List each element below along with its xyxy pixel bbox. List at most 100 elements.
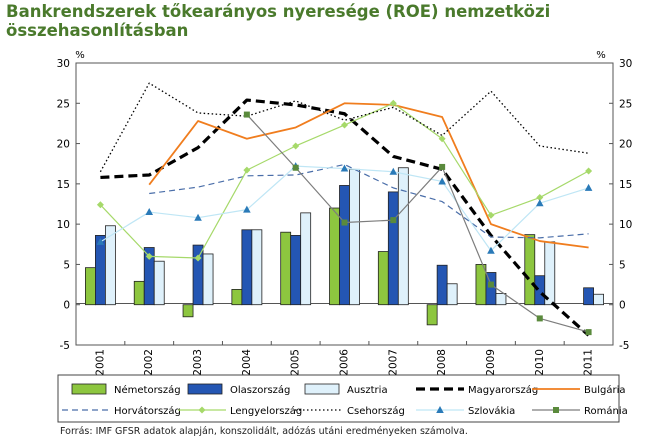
bar-series bbox=[85, 167, 604, 326]
point-lengyelorszag-2005 bbox=[292, 142, 300, 150]
point-lengyelorszag-2007 bbox=[389, 99, 397, 107]
bar-ausztria-2004 bbox=[251, 229, 263, 306]
point-romania-2004 bbox=[243, 111, 250, 118]
series-szlovakia bbox=[96, 162, 593, 254]
point-szlovakia-2003 bbox=[194, 213, 202, 221]
bar-olaszorszag-2004 bbox=[241, 229, 253, 306]
x-tick-label: 2008 bbox=[436, 349, 448, 376]
legend-marker bbox=[436, 406, 444, 413]
point-lengyelorszag-2002 bbox=[145, 252, 153, 260]
legend-label: Lengyelország bbox=[230, 405, 302, 417]
bar-olaszorszag-2003 bbox=[192, 244, 204, 306]
bar-ausztria-2008 bbox=[446, 283, 458, 306]
y-tick-label-left: 30 bbox=[57, 58, 70, 70]
x-tick-label: 2001 bbox=[94, 349, 106, 376]
bar-nemetorszag-2010 bbox=[524, 234, 536, 306]
chart-title: Bankrendszerek tőkearányos nyeresége (RO… bbox=[6, 2, 551, 40]
line-bulgaria bbox=[148, 102, 589, 249]
y-tick-label-right: 15 bbox=[619, 179, 632, 191]
point-romania-2005 bbox=[292, 164, 299, 171]
point-lengyelorszag-2006 bbox=[341, 121, 348, 129]
x-tick-label: 2007 bbox=[387, 349, 399, 376]
line-csehorszag bbox=[99, 82, 589, 173]
point-szlovakia-2002 bbox=[145, 208, 154, 216]
bar-olaszorszag-2006 bbox=[339, 185, 350, 306]
legend-label: Ausztria bbox=[347, 385, 388, 396]
legend-item-olaszorszag: Olaszország bbox=[187, 383, 290, 396]
line-magyarorszag bbox=[100, 98, 590, 337]
point-szlovakia-2004 bbox=[243, 205, 251, 213]
point-romania-2009 bbox=[487, 281, 494, 288]
point-romania-2011 bbox=[585, 329, 592, 336]
bar-nemetorszag-2006 bbox=[329, 207, 340, 306]
bar-nemetorszag-2002 bbox=[133, 280, 145, 306]
bar-nemetorszag-2004 bbox=[231, 289, 243, 306]
series-bulgaria bbox=[148, 102, 589, 249]
source-note: Forrás: IMF GFSR adatok alapján, konszol… bbox=[60, 426, 468, 437]
y-tick-label-left: 15 bbox=[57, 179, 70, 191]
point-lengyelorszag-2010 bbox=[536, 194, 544, 202]
legend-label: Csehország bbox=[347, 405, 405, 417]
legend-swatch bbox=[187, 383, 223, 395]
bar-olaszorszag-2008 bbox=[436, 264, 448, 306]
bar-ausztria-2001 bbox=[105, 225, 116, 306]
legend-label: Szlovákia bbox=[468, 405, 515, 417]
legend-item-lengyelorszag: Lengyelország bbox=[178, 405, 302, 417]
x-tick-label: 2005 bbox=[290, 349, 302, 376]
legend: Németország Olaszország Ausztria Magyarorsz… bbox=[62, 383, 628, 417]
legend-marker bbox=[198, 406, 206, 414]
point-szlovakia-2006 bbox=[340, 164, 349, 172]
bar-nemetorszag-2005 bbox=[280, 231, 292, 306]
point-lengyelorszag-2004 bbox=[243, 166, 251, 174]
legend-item-csehorszag: Csehország bbox=[295, 405, 405, 417]
bar-olaszorszag-2011 bbox=[583, 287, 594, 306]
legend-item-horvatorszag: Horvátország bbox=[62, 405, 181, 417]
point-romania-2006 bbox=[341, 219, 348, 226]
point-romania-2010 bbox=[536, 315, 543, 322]
point-szlovakia-2011 bbox=[584, 183, 593, 191]
x-tick-label: 2011 bbox=[583, 349, 595, 376]
legend-item-ausztria: Ausztria bbox=[304, 383, 388, 396]
bar-nemetorszag-2007 bbox=[377, 251, 389, 306]
bar-ausztria-2007 bbox=[397, 167, 409, 306]
legend-item-magyarorszag: Magyarország bbox=[416, 384, 538, 396]
bar-olaszorszag-2007 bbox=[387, 191, 399, 306]
y-tick-label-left: 0 bbox=[63, 300, 70, 312]
y-tick-label-left: 10 bbox=[57, 219, 70, 231]
bar-ausztria-2003 bbox=[202, 253, 214, 306]
y-tick-label-left: -5 bbox=[60, 340, 70, 352]
y-tick-label-left: 5 bbox=[63, 259, 70, 271]
point-szlovakia-2007 bbox=[389, 167, 398, 175]
point-szlovakia-2009 bbox=[487, 246, 495, 254]
point-szlovakia-2008 bbox=[438, 177, 446, 185]
bar-nemetorszag-2008 bbox=[426, 304, 438, 326]
legend-label: Románia bbox=[584, 405, 628, 417]
x-tick-label: 2009 bbox=[485, 349, 497, 376]
y-tick-label-right: 25 bbox=[619, 98, 632, 110]
x-tick-label: 2010 bbox=[534, 349, 546, 376]
bar-olaszorszag-2005 bbox=[290, 235, 302, 306]
legend-marker bbox=[553, 407, 559, 413]
bar-ausztria-2010 bbox=[544, 241, 556, 306]
point-romania-2008 bbox=[439, 163, 446, 170]
y-unit-left: % bbox=[75, 50, 85, 61]
legend-swatch bbox=[304, 383, 340, 395]
y-ticks-right: 30 25 20 15 10 5 0 -5 bbox=[609, 58, 632, 352]
bar-ausztria-2005 bbox=[300, 212, 312, 306]
bar-ausztria-2009 bbox=[495, 293, 507, 306]
point-lengyelorszag-2003 bbox=[194, 254, 202, 262]
series-magyarorszag bbox=[100, 98, 590, 337]
point-lengyelorszag-2009 bbox=[487, 211, 495, 219]
point-romania-2007 bbox=[390, 217, 397, 224]
legend-label: Magyarország bbox=[468, 384, 538, 396]
point-szlovakia-2001 bbox=[96, 237, 105, 245]
y-unit-right: % bbox=[596, 50, 606, 61]
y-tick-label-left: 20 bbox=[57, 139, 70, 151]
legend-swatch bbox=[71, 383, 107, 395]
y-tick-label-right: 5 bbox=[619, 259, 626, 271]
point-lengyelorszag-2008 bbox=[438, 135, 446, 143]
legend-label: Horvátország bbox=[114, 405, 181, 417]
series-horvatorszag bbox=[149, 163, 589, 239]
bar-ausztria-2002 bbox=[153, 260, 165, 306]
bar-ausztria-2006 bbox=[349, 168, 360, 306]
